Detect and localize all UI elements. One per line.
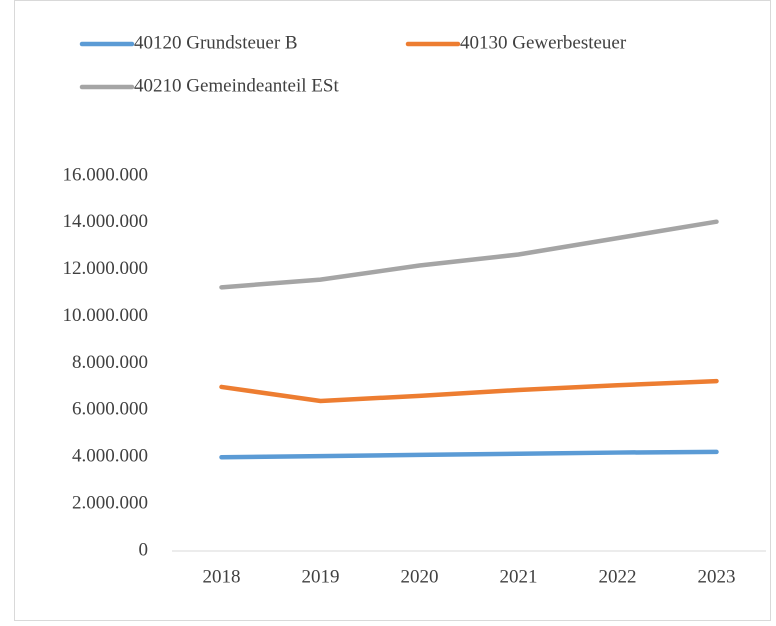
- x-tick-label: 2021: [500, 566, 538, 587]
- y-tick-label: 16.000.000: [63, 164, 149, 185]
- x-tick-label: 2018: [203, 566, 241, 587]
- y-tick-label: 10.000.000: [63, 305, 149, 326]
- x-tick-label: 2022: [599, 566, 637, 587]
- y-tick-label: 2.000.000: [72, 492, 148, 513]
- y-tick-label: 4.000.000: [72, 446, 148, 467]
- chart-frame: [14, 0, 771, 621]
- series-line: [219, 449, 719, 460]
- y-tick-label: 8.000.000: [72, 352, 148, 373]
- x-tick-label: 2019: [302, 566, 340, 587]
- y-tick-label: 6.000.000: [72, 399, 148, 420]
- y-tick-label: 14.000.000: [63, 211, 149, 232]
- legend-label: 40210 Gemeindeanteil ESt: [134, 75, 339, 96]
- series-line: [219, 219, 719, 290]
- legend-label: 40120 Grundsteuer B: [134, 32, 298, 53]
- y-tick-label: 0: [139, 539, 149, 560]
- legend-label: 40130 Gewerbesteuer: [460, 32, 627, 53]
- series-line: [219, 378, 719, 404]
- x-tick-label: 2023: [698, 566, 736, 587]
- y-tick-label: 12.000.000: [63, 258, 149, 279]
- x-tick-label: 2020: [401, 566, 439, 587]
